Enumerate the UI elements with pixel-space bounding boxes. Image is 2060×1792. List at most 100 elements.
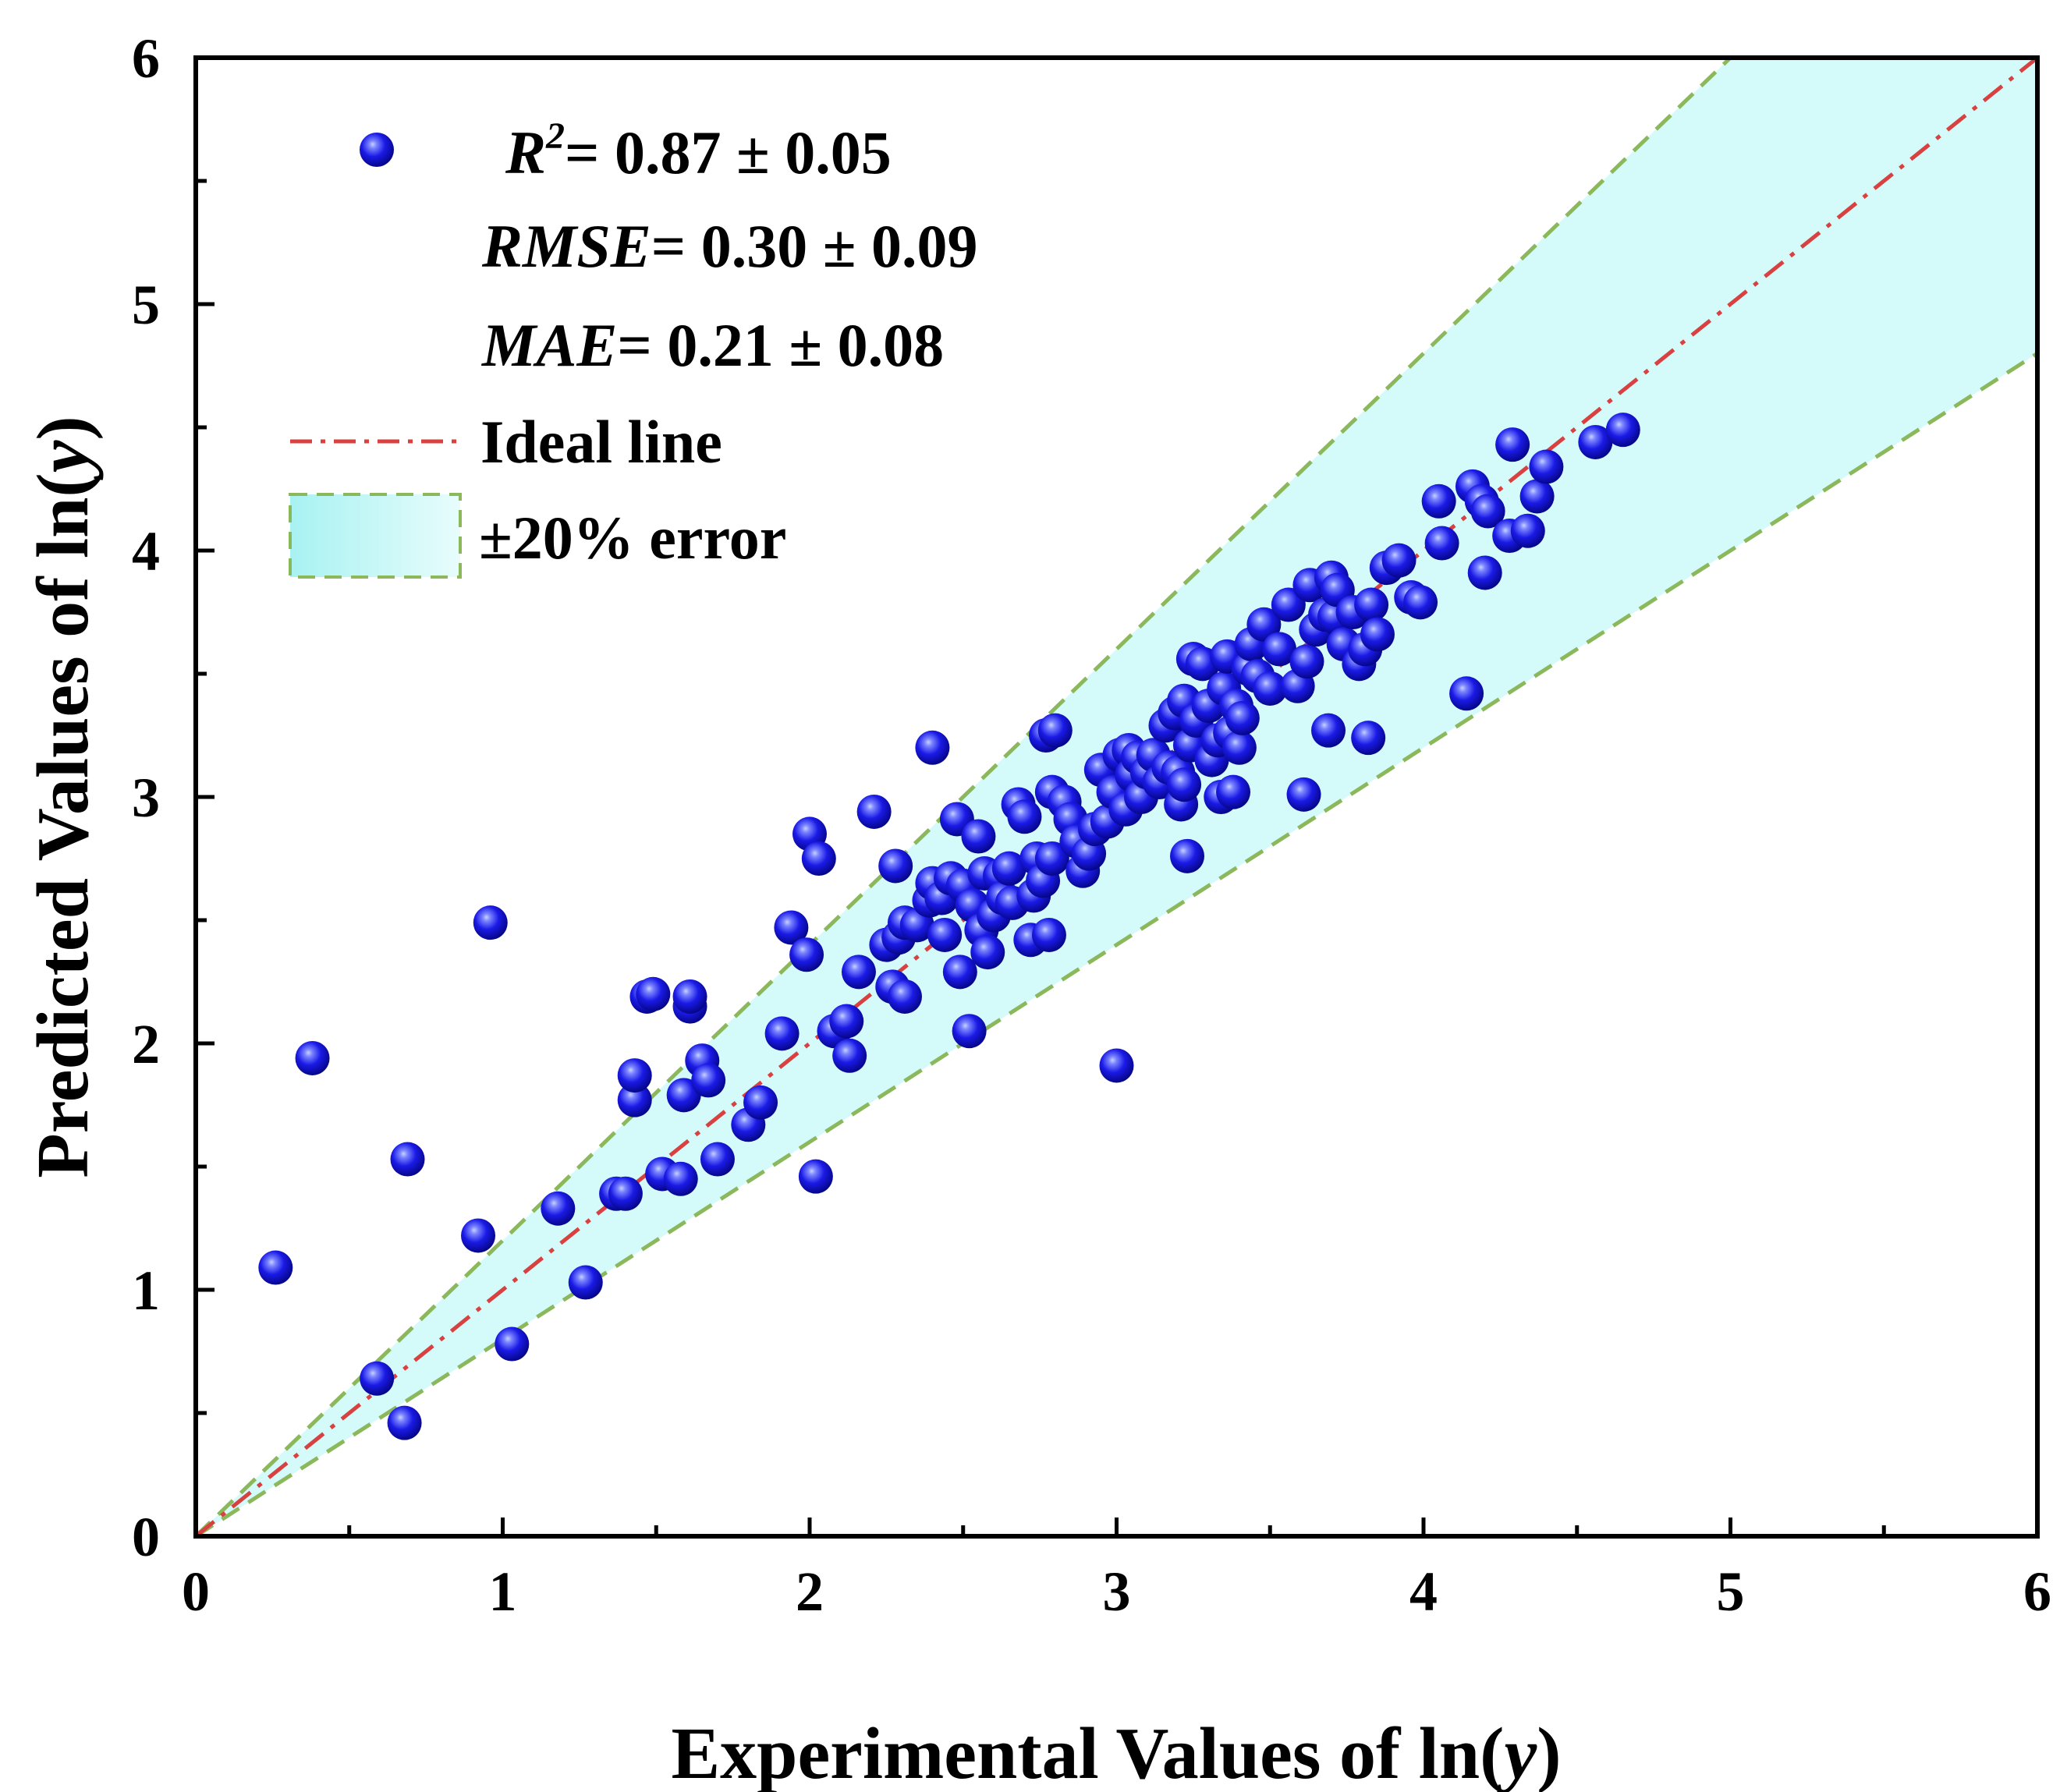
data-points-layer xyxy=(258,413,1640,1440)
data-point xyxy=(764,1016,800,1051)
data-point xyxy=(691,1063,726,1098)
y-tick-labels: 0 1 2 3 4 5 6 xyxy=(132,27,160,1568)
y-tick-label: 3 xyxy=(132,767,160,829)
data-point xyxy=(295,1040,330,1075)
data-point xyxy=(1381,543,1416,578)
data-point xyxy=(1099,1048,1134,1083)
data-point xyxy=(952,1014,987,1049)
data-point xyxy=(390,1142,425,1177)
data-point xyxy=(1221,730,1257,765)
data-point xyxy=(1578,424,1613,459)
data-point xyxy=(473,905,508,940)
data-point xyxy=(672,979,707,1014)
data-point xyxy=(774,910,809,945)
y-tick-label: 0 xyxy=(132,1506,160,1568)
x-tick-label: 0 xyxy=(182,1560,210,1623)
data-point xyxy=(1529,449,1564,484)
data-point xyxy=(1031,917,1066,952)
data-point xyxy=(829,1004,864,1039)
data-point xyxy=(1007,799,1042,834)
data-point xyxy=(856,794,892,829)
data-point xyxy=(541,1191,576,1226)
data-point xyxy=(1167,767,1202,802)
data-point xyxy=(841,954,876,990)
data-point xyxy=(1246,607,1282,642)
data-point xyxy=(991,851,1026,886)
data-point xyxy=(915,730,950,765)
y-axis-title: Predicted Values of ln(y) xyxy=(23,416,104,1178)
data-point xyxy=(1605,413,1640,448)
data-point xyxy=(970,935,1005,970)
x-tick-label: 5 xyxy=(1717,1560,1745,1623)
x-tick-label: 3 xyxy=(1103,1560,1131,1623)
data-point xyxy=(801,841,836,876)
data-point xyxy=(887,979,922,1014)
y-tick-label: 2 xyxy=(132,1013,160,1075)
data-point xyxy=(608,1176,643,1211)
data-point xyxy=(1225,700,1260,735)
x-tick-label: 4 xyxy=(1409,1560,1438,1623)
data-point xyxy=(1424,526,1459,561)
data-point xyxy=(700,1142,735,1177)
y-tick-label: 6 xyxy=(132,27,160,90)
data-point xyxy=(832,1038,867,1073)
data-point xyxy=(387,1405,422,1440)
data-point xyxy=(1034,841,1069,876)
data-point xyxy=(1037,713,1073,748)
data-point xyxy=(1470,494,1505,529)
legend-marker-data xyxy=(360,133,394,167)
y-tick-label: 1 xyxy=(132,1259,160,1322)
data-point xyxy=(461,1218,496,1253)
legend-error-band-swatch xyxy=(289,493,462,579)
data-point xyxy=(1449,676,1484,711)
data-point xyxy=(495,1326,530,1362)
y-tick-label: 4 xyxy=(132,520,160,583)
legend-mae: MAE= 0.21 ± 0.08 xyxy=(480,311,944,379)
data-point xyxy=(878,848,913,884)
data-point xyxy=(1289,644,1324,679)
data-point xyxy=(360,1361,395,1396)
data-point xyxy=(1495,427,1530,462)
data-point xyxy=(1510,513,1545,548)
data-point xyxy=(1286,777,1321,812)
data-point xyxy=(927,917,963,952)
data-point xyxy=(636,976,671,1011)
legend-r2: R2= 0.87 ± 0.05 xyxy=(505,115,892,186)
legend-error-band-label: ±20% error xyxy=(479,504,786,572)
error-band-lower-edge xyxy=(196,352,2037,1536)
data-point xyxy=(961,819,996,854)
y-tick-label: 5 xyxy=(132,274,160,336)
data-point xyxy=(1311,713,1346,748)
data-point xyxy=(1360,617,1395,652)
legend: R2= 0.87 ± 0.05 RMSE= 0.30 ± 0.09 MAE= 0… xyxy=(289,115,978,579)
data-point xyxy=(798,1159,833,1194)
data-point xyxy=(1253,671,1288,706)
x-tick-label: 1 xyxy=(489,1560,517,1623)
legend-ideal-line-label: Ideal line xyxy=(480,408,722,476)
x-axis-title: Experimental Values of ln(y) xyxy=(671,1713,1561,1792)
data-point xyxy=(789,937,824,972)
data-point xyxy=(1467,555,1502,590)
data-point xyxy=(1262,632,1297,667)
data-point xyxy=(617,1058,652,1093)
x-tick-label: 6 xyxy=(2023,1560,2051,1623)
data-point xyxy=(942,954,977,990)
data-point xyxy=(1351,721,1386,756)
data-point xyxy=(663,1161,698,1196)
data-point xyxy=(617,1082,652,1117)
data-point xyxy=(568,1265,603,1300)
data-point xyxy=(1421,483,1456,519)
x-tick-label: 2 xyxy=(796,1560,824,1623)
data-point xyxy=(1403,585,1438,620)
x-tick-labels: 0 1 2 3 4 5 6 xyxy=(182,1560,2051,1623)
data-point xyxy=(1519,479,1555,514)
data-point xyxy=(1170,838,1205,873)
legend-rmse: RMSE= 0.30 ± 0.09 xyxy=(481,212,978,280)
data-point xyxy=(1354,587,1389,622)
data-point xyxy=(258,1250,293,1285)
data-point xyxy=(1216,774,1251,809)
data-point xyxy=(743,1085,778,1120)
axis-ticks-layer xyxy=(193,55,2040,1539)
